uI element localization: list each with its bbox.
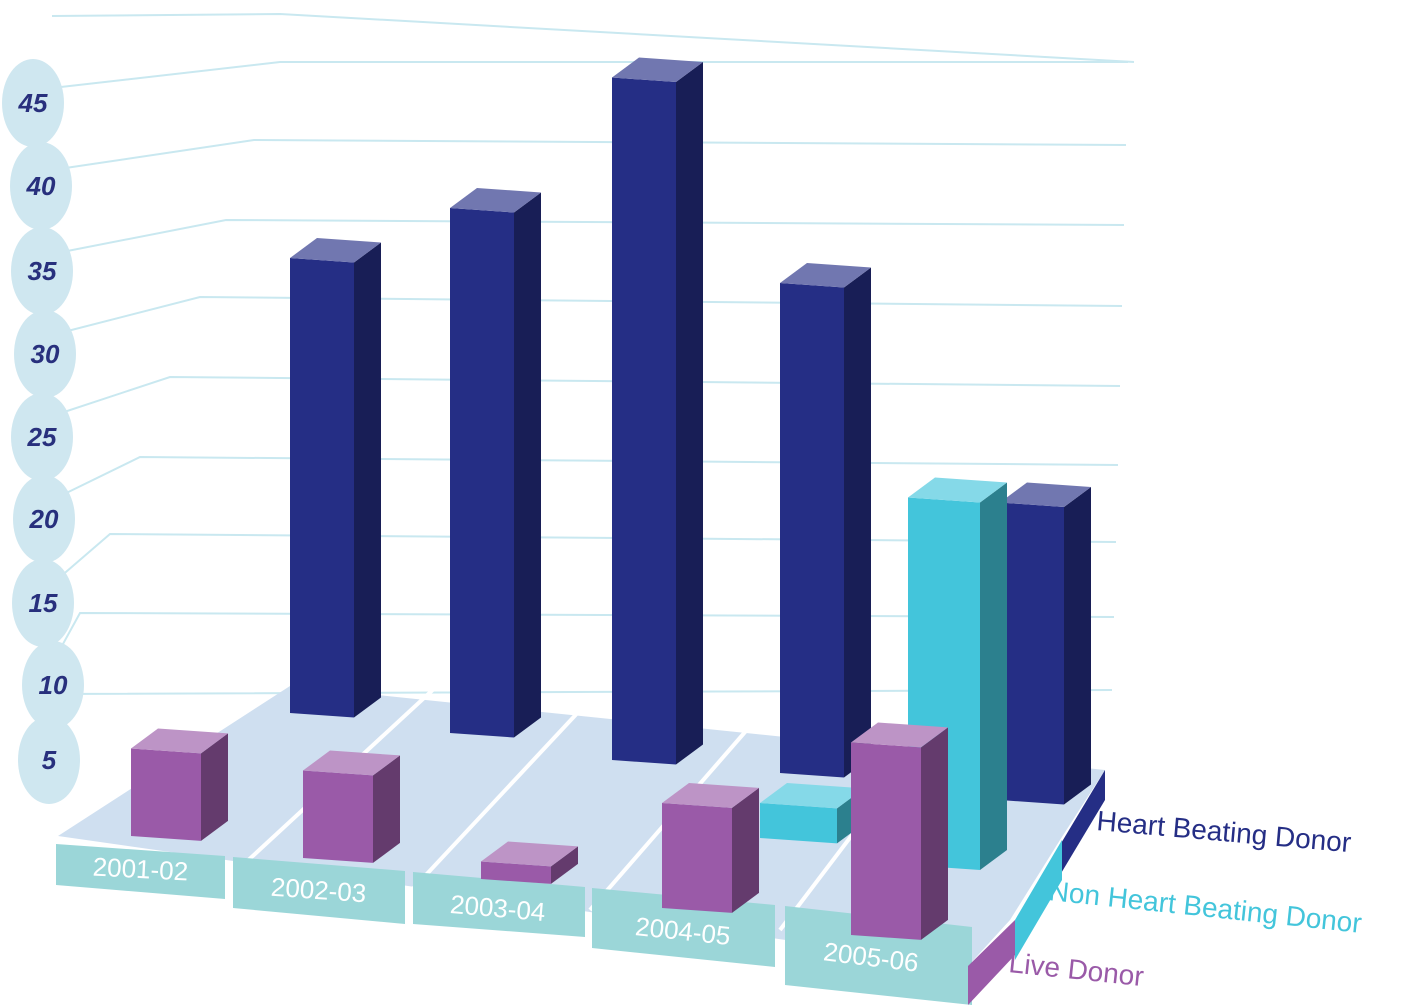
bar: [290, 238, 381, 718]
legend-label: Heart Beating Donor: [1095, 805, 1352, 858]
gridline: [51, 375, 1121, 417]
bar: [131, 728, 228, 841]
y-axis-ticks: 5 10 15 20 25 30 35 40 45: [2, 59, 84, 804]
bar: [662, 783, 759, 913]
y-tick-badge: [10, 142, 72, 230]
y-tick-label: 15: [29, 588, 58, 618]
y-tick-label: 45: [18, 88, 48, 118]
bar: [303, 750, 400, 863]
y-tick-badge: [12, 559, 74, 647]
gridline: [51, 12, 1135, 63]
bar: [780, 263, 871, 778]
y-tick-badge: [11, 227, 73, 315]
y-tick-label: 20: [29, 504, 59, 534]
legend-swatch: [1060, 770, 1105, 875]
y-tick-badge: [14, 310, 76, 398]
bar: [1000, 482, 1091, 805]
bar: [450, 188, 541, 738]
y-tick-label: 40: [26, 171, 56, 201]
x-tick-label: 2001-02: [92, 852, 189, 887]
category-band: [56, 844, 225, 899]
gridline: [51, 218, 1125, 255]
y-tick-label: 30: [31, 339, 60, 369]
y-tick-badge: [11, 393, 73, 481]
x-tick-label: 2002-03: [270, 872, 367, 909]
y-tick-label: 25: [27, 422, 57, 452]
legend-label: Non Heart Beating Donor: [1047, 875, 1363, 939]
bar: [481, 841, 578, 884]
y-tick-badge: [13, 475, 75, 563]
gridline: [51, 138, 1127, 171]
legend-swatch: [1015, 840, 1062, 960]
bars: [131, 57, 1091, 940]
floor-divider: [408, 705, 585, 894]
category-band: [233, 857, 405, 924]
y-tick-label: 5: [42, 745, 57, 775]
gridline: [51, 295, 1123, 336]
y-tick-label: 10: [39, 670, 68, 700]
y-tick-badge: [22, 641, 84, 729]
bar: [851, 722, 948, 940]
legend-label: Live Donor: [1007, 947, 1145, 992]
bar: [612, 57, 703, 765]
y-tick-label: 35: [28, 256, 57, 286]
category-band: [413, 872, 585, 937]
y-tick-badge: [18, 716, 80, 804]
y-tick-badge: [2, 59, 64, 147]
legend-swatch: [968, 920, 1015, 1005]
gridline: [51, 61, 1128, 89]
bar: [760, 783, 864, 844]
